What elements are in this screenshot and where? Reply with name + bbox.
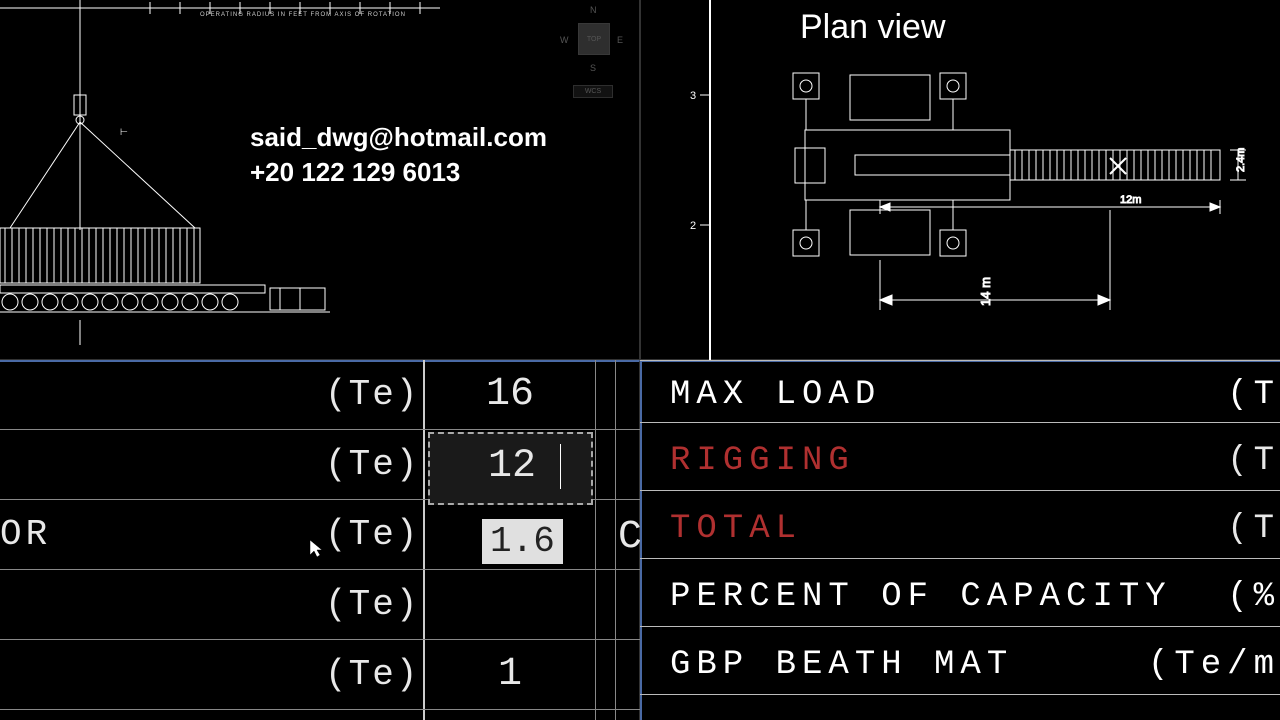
cell-value[interactable]: 1 bbox=[470, 652, 550, 697]
unit-label: (Te) bbox=[325, 654, 419, 695]
row-label: RIGGING bbox=[670, 442, 855, 480]
table-row[interactable]: PERCENT OF CAPACITY (% bbox=[670, 564, 1280, 630]
row-label: PERCENT OF CAPACITY bbox=[670, 578, 1172, 616]
viewcube-east[interactable]: E bbox=[617, 35, 623, 45]
unit-label: (Te) bbox=[325, 584, 419, 625]
table-row[interactable]: (Te) 1 bbox=[0, 640, 640, 710]
contact-block: said_dwg@hotmail.com +20 122 129 6013 bbox=[250, 120, 547, 190]
table-row[interactable]: GBP BEATH MAT (Te/m bbox=[670, 632, 1280, 698]
dim-boom-width: 2.4m bbox=[1235, 148, 1247, 172]
ruler-tick-2: 2 bbox=[690, 220, 696, 232]
ruler-tick-3: 3 bbox=[690, 90, 696, 102]
row-unit: (% bbox=[1227, 578, 1280, 616]
row-label: MAX LOAD bbox=[670, 376, 881, 414]
viewcube-wcs[interactable]: WCS bbox=[573, 85, 613, 98]
table-row[interactable]: MAX LOAD (T bbox=[670, 362, 1280, 428]
row-label: GBP BEATH MAT bbox=[670, 646, 1013, 684]
viewcube-face[interactable]: TOP bbox=[578, 23, 610, 55]
viewcube-south[interactable]: S bbox=[590, 63, 596, 73]
viewcube[interactable]: N S W E TOP WCS bbox=[560, 5, 630, 105]
row-label: TOTAL bbox=[670, 510, 802, 548]
contact-phone: +20 122 129 6013 bbox=[250, 155, 547, 190]
svg-text:⊢: ⊢ bbox=[120, 127, 128, 137]
contact-email: said_dwg@hotmail.com bbox=[250, 120, 547, 155]
dim-boom-length: 12m bbox=[1120, 194, 1141, 206]
ruler-caption: OPERATING RADIUS IN FEET FROM AXIS OF RO… bbox=[200, 12, 406, 18]
unit-label: (Te) bbox=[325, 374, 419, 415]
viewcube-north[interactable]: N bbox=[590, 5, 597, 15]
table-row[interactable]: (Te) bbox=[0, 570, 640, 640]
table-row[interactable]: (Te) 16 bbox=[0, 360, 640, 430]
dim-outrigger: 14 m bbox=[978, 277, 993, 306]
unit-label: (Te) bbox=[325, 514, 419, 555]
row-unit: (T bbox=[1227, 376, 1280, 414]
selected-cell-value[interactable]: 1.6 bbox=[482, 519, 563, 564]
table-right[interactable]: MAX LOAD (T RIGGING (T TOTAL (T PERCENT … bbox=[640, 360, 1280, 720]
plan-drawing: 3 2 bbox=[640, 0, 1280, 360]
viewcube-west[interactable]: W bbox=[560, 35, 569, 45]
viewport-elevation[interactable]: ⊢ bbox=[0, 0, 640, 360]
cell-value[interactable]: 16 bbox=[470, 372, 550, 417]
clipped-text: C bbox=[618, 515, 642, 560]
editing-cell[interactable]: 12 bbox=[428, 432, 593, 505]
editing-value[interactable]: 12 bbox=[488, 444, 561, 489]
row-unit: (T bbox=[1227, 510, 1280, 548]
table-row[interactable]: RIGGING (T bbox=[670, 428, 1280, 494]
unit-label: (Te) bbox=[325, 444, 419, 485]
row-unit: (T bbox=[1227, 442, 1280, 480]
row-unit: (Te/m bbox=[1148, 646, 1280, 684]
table-row[interactable]: TOTAL (T bbox=[670, 496, 1280, 562]
